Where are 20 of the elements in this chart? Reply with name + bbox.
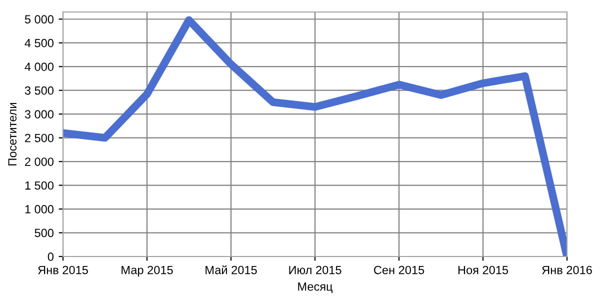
x-tick-label: Май 2015 <box>206 265 257 274</box>
y-tick-label: 3 000 <box>24 110 54 118</box>
x-tick-label: Янв 2016 <box>542 266 592 274</box>
y-tick-label: 2 000 <box>25 158 54 166</box>
x-tick-label: Мар 2015 <box>122 266 173 277</box>
y-tick-label: 1 000 <box>25 205 54 214</box>
x-tick-label: Янв 2015 <box>38 266 88 274</box>
x-tick-label: Ноя 2015 <box>458 266 508 274</box>
y-tick-label: 4 500 <box>24 38 54 48</box>
y-tick-label: 3 500 <box>24 86 54 95</box>
y-tick-label: 0 <box>48 252 54 261</box>
x-tick-label: Июл 2015 <box>289 266 342 274</box>
x-axis-title: Месяц <box>298 282 333 293</box>
y-tick-label: 2 500 <box>25 134 54 142</box>
y-tick-label: 500 <box>34 228 54 238</box>
y-axis-title: Посетители <box>8 103 17 166</box>
y-tick-label: 4 000 <box>24 62 54 71</box>
y-tick-label: 1 500 <box>25 181 54 190</box>
y-tick-label: 5 000 <box>24 15 54 24</box>
x-tick-label: Сен 2015 <box>374 266 424 274</box>
